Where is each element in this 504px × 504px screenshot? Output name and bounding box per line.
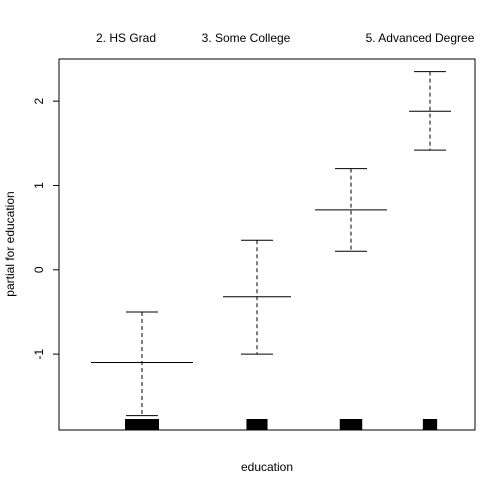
rug-block xyxy=(246,419,268,430)
rug-marks xyxy=(125,419,438,430)
x-axis-label: education xyxy=(241,460,293,474)
category-label: 3. Some College xyxy=(202,31,291,45)
y-tick-label: -1 xyxy=(32,348,46,359)
error-bar-group xyxy=(315,168,387,252)
rug-block xyxy=(422,419,438,430)
plot-frame xyxy=(58,58,476,431)
y-axis: -1 0 1 2 xyxy=(32,98,59,359)
category-label: 2. HS Grad xyxy=(96,31,156,45)
category-label: 5. Advanced Degree xyxy=(366,31,475,45)
rug-block xyxy=(339,419,363,430)
y-tick-label: 0 xyxy=(32,266,46,273)
error-bar-group xyxy=(223,239,291,355)
rug-block xyxy=(125,419,159,430)
y-tick-label: 2 xyxy=(32,98,46,105)
error-bar-group xyxy=(91,311,193,417)
y-axis-label: partial for education xyxy=(3,191,17,296)
error-bar-group xyxy=(409,71,451,151)
error-bars xyxy=(91,71,451,417)
category-labels-top: 2. HS Grad 3. Some College 5. Advanced Deg… xyxy=(96,31,475,45)
y-tick-label: 1 xyxy=(32,182,46,189)
